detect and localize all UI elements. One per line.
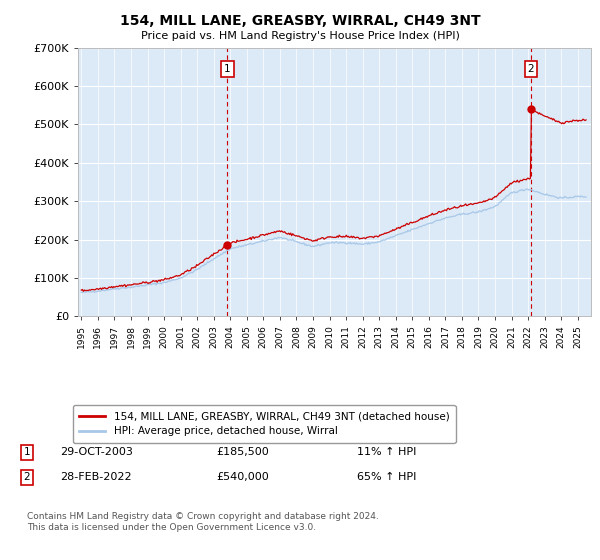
Text: Price paid vs. HM Land Registry's House Price Index (HPI): Price paid vs. HM Land Registry's House … bbox=[140, 31, 460, 41]
Text: 28-FEB-2022: 28-FEB-2022 bbox=[60, 472, 131, 482]
Text: 29-OCT-2003: 29-OCT-2003 bbox=[60, 447, 133, 458]
Legend: 154, MILL LANE, GREASBY, WIRRAL, CH49 3NT (detached house), HPI: Average price, : 154, MILL LANE, GREASBY, WIRRAL, CH49 3N… bbox=[73, 405, 455, 442]
Text: 2: 2 bbox=[527, 64, 534, 74]
Text: 1: 1 bbox=[224, 64, 231, 74]
Text: 2: 2 bbox=[23, 472, 31, 482]
Text: 154, MILL LANE, GREASBY, WIRRAL, CH49 3NT: 154, MILL LANE, GREASBY, WIRRAL, CH49 3N… bbox=[119, 14, 481, 28]
Text: 11% ↑ HPI: 11% ↑ HPI bbox=[357, 447, 416, 458]
Text: £185,500: £185,500 bbox=[216, 447, 269, 458]
Text: 65% ↑ HPI: 65% ↑ HPI bbox=[357, 472, 416, 482]
Text: £540,000: £540,000 bbox=[216, 472, 269, 482]
Text: 1: 1 bbox=[23, 447, 31, 458]
Text: Contains HM Land Registry data © Crown copyright and database right 2024.
This d: Contains HM Land Registry data © Crown c… bbox=[27, 512, 379, 531]
